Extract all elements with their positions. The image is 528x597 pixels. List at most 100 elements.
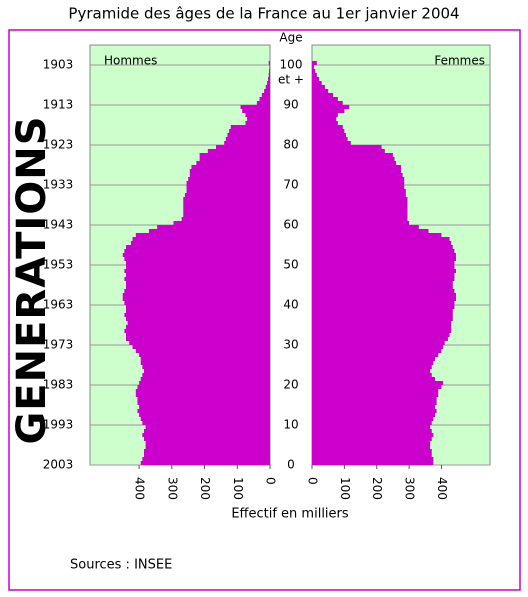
bar — [312, 321, 452, 325]
bar — [142, 373, 270, 377]
bar — [268, 61, 270, 65]
bar — [122, 253, 271, 257]
bar — [312, 117, 337, 121]
bar — [312, 133, 346, 137]
bar — [312, 289, 455, 293]
bar — [312, 433, 434, 437]
y-tick-label: 10 — [283, 418, 298, 432]
bar — [183, 201, 270, 205]
bar — [137, 385, 270, 389]
bar — [145, 441, 270, 445]
bar — [312, 177, 405, 181]
bar — [144, 449, 270, 453]
bar — [312, 377, 435, 381]
x-tick-label: 200 — [370, 477, 384, 500]
bar — [148, 229, 270, 233]
bar — [135, 233, 270, 237]
age-suffix: et + — [278, 73, 304, 87]
bar — [312, 429, 432, 433]
bar — [137, 397, 270, 401]
bar — [140, 377, 270, 381]
y2-tick-label: 1963 — [43, 298, 74, 312]
bar — [312, 361, 434, 365]
x-tick-label: 100 — [338, 477, 352, 500]
source: Sources : INSEE — [70, 558, 172, 573]
bar — [126, 333, 270, 337]
bar — [124, 269, 270, 273]
bar — [312, 149, 385, 153]
bar — [124, 301, 270, 305]
y2-tick-label: 1903 — [43, 58, 74, 72]
bar — [191, 165, 270, 169]
bar — [256, 101, 270, 105]
bar — [312, 129, 345, 133]
x-tick-label: 0 — [264, 477, 278, 485]
bar — [269, 69, 270, 73]
bar — [312, 385, 442, 389]
x-tick-label: 300 — [165, 477, 179, 500]
bar — [312, 77, 320, 81]
bar — [196, 161, 270, 165]
bar — [124, 249, 270, 253]
bar — [265, 85, 270, 89]
bar — [144, 453, 270, 457]
bar — [312, 353, 439, 357]
bar — [173, 221, 270, 225]
bar — [207, 149, 270, 153]
bar — [312, 229, 429, 233]
bar — [199, 157, 270, 161]
bar — [184, 193, 270, 197]
bar — [312, 125, 343, 129]
bar — [312, 73, 317, 77]
y-tick-label: 30 — [283, 338, 298, 352]
bar — [137, 401, 270, 405]
bar — [126, 281, 270, 285]
bar — [312, 161, 397, 165]
bar — [139, 353, 270, 357]
y2-tick-label: 1933 — [43, 178, 74, 192]
bar — [312, 121, 338, 125]
bar — [183, 197, 270, 201]
bar — [267, 81, 270, 85]
bar — [312, 341, 445, 345]
y2-axis-title: GENERATIONS — [9, 115, 55, 444]
bar — [312, 237, 450, 241]
bar — [142, 421, 270, 425]
bar — [132, 237, 270, 241]
bar — [140, 461, 270, 465]
bar — [124, 289, 270, 293]
bar — [247, 117, 270, 121]
bar — [124, 277, 270, 281]
bar — [186, 185, 270, 189]
bar — [312, 257, 457, 261]
y2-tick-label: 1953 — [43, 258, 74, 272]
bar — [135, 389, 270, 393]
y-tick-label: 50 — [283, 258, 298, 272]
y-tick-label: 60 — [283, 218, 298, 232]
bar — [157, 225, 270, 229]
bar — [312, 217, 408, 221]
bar — [312, 141, 351, 145]
bar — [312, 325, 452, 329]
bar — [126, 337, 270, 341]
bar — [312, 265, 455, 269]
bar — [312, 145, 382, 149]
bar — [312, 369, 431, 373]
bar — [312, 305, 455, 309]
bar — [124, 329, 270, 333]
bar — [122, 297, 271, 301]
x-tick-label: 300 — [403, 477, 417, 500]
bar — [312, 89, 329, 93]
bar — [312, 261, 455, 265]
bar — [245, 121, 270, 125]
bar — [264, 89, 270, 93]
bar — [312, 169, 401, 173]
bar — [312, 221, 410, 225]
bar — [189, 173, 270, 177]
bar — [126, 325, 270, 329]
bar — [312, 137, 348, 141]
bar — [312, 345, 444, 349]
legend-label: Hommes — [104, 54, 157, 68]
bar — [140, 361, 270, 365]
